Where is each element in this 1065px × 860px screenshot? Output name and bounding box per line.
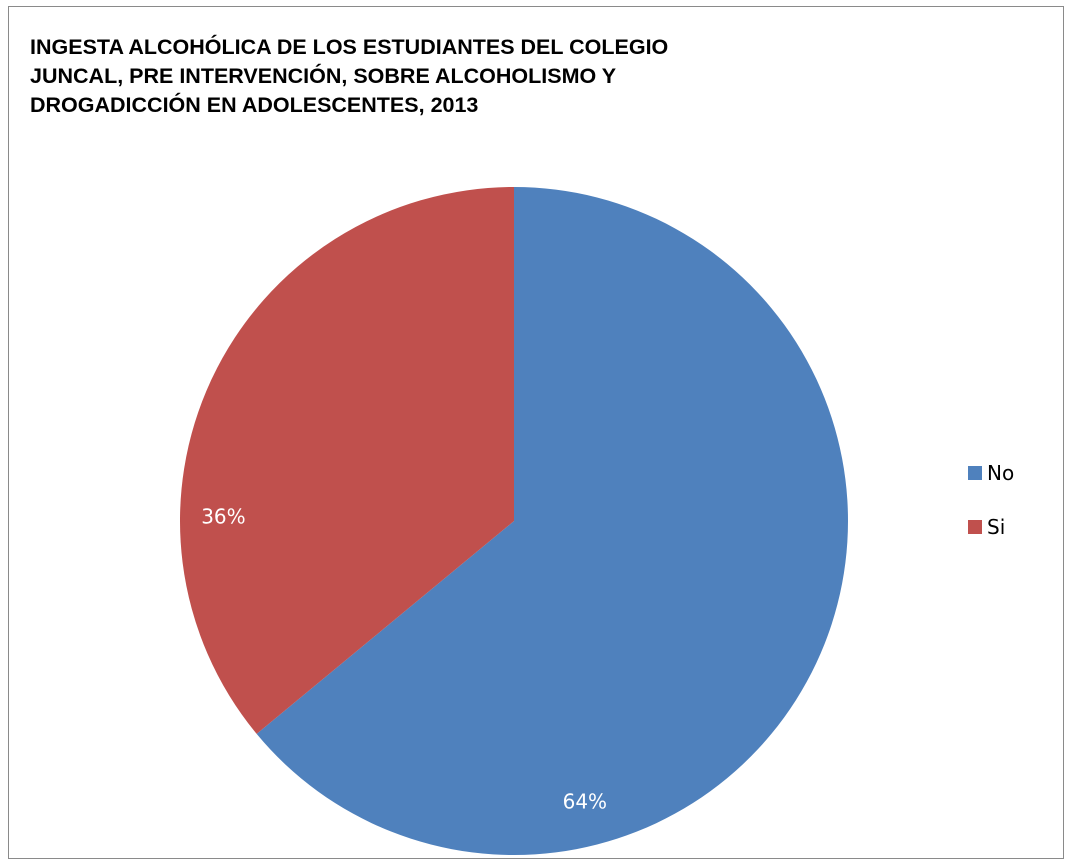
legend-swatch-no [968, 466, 982, 480]
pie-slice-no [256, 187, 849, 856]
legend-label-no: No [987, 461, 1015, 485]
legend-swatch-si [968, 520, 982, 534]
chart-legend: No Si [968, 458, 1014, 566]
legend-label-si: Si [987, 515, 1006, 539]
legend-item-si: Si [968, 512, 1014, 542]
chart-title: INGESTA ALCOHÓLICA DE LOS ESTUDIANTES DE… [30, 35, 669, 117]
data-label-si: 36% [201, 505, 245, 529]
pie-slice-si [180, 187, 514, 734]
data-label-no: 64% [563, 789, 607, 813]
legend-item-no: No [968, 458, 1014, 488]
